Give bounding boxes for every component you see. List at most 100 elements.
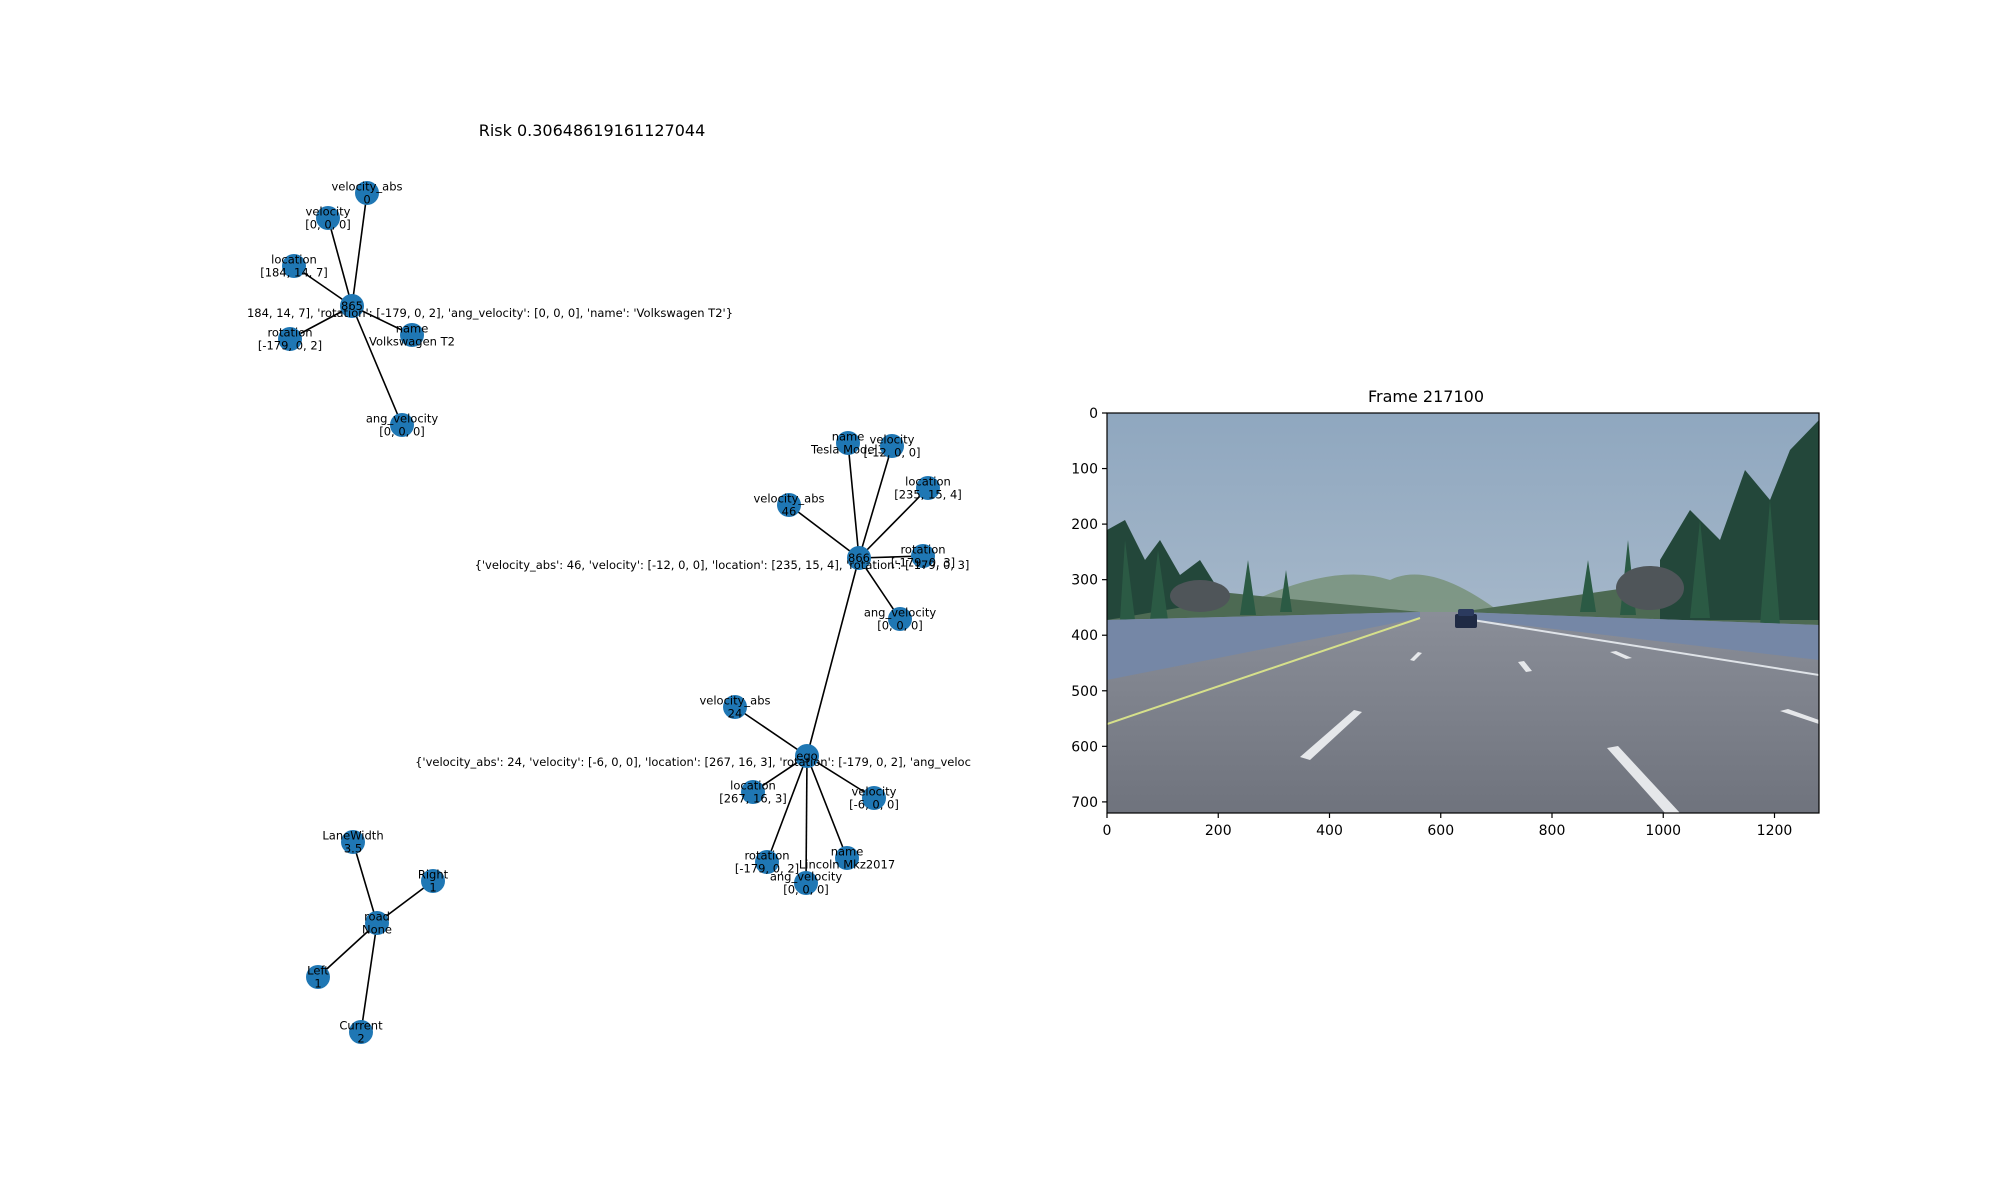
node-lanewidth: LaneWidth 3.5 bbox=[322, 829, 383, 856]
y-tick-label: 400 bbox=[1071, 628, 1098, 644]
node-circle bbox=[390, 413, 414, 437]
node-ego_vel: velocity [-6, 0, 0] bbox=[849, 785, 899, 812]
node-v865_ang: ang_velocity [0, 0, 0] bbox=[366, 412, 439, 439]
node-v866_name: name Tesla Model3 bbox=[810, 430, 885, 457]
frame-image bbox=[1106, 412, 1820, 814]
node-label: name Volkswagen T2 bbox=[369, 322, 455, 349]
frame-x-axis: 0 200 400 600 800 1000 1200 bbox=[1103, 813, 1793, 839]
node-circle bbox=[835, 846, 859, 870]
node-circle bbox=[316, 206, 340, 230]
node-label: location [267, 16, 3] bbox=[719, 779, 787, 806]
x-tick-label: 1200 bbox=[1757, 823, 1793, 839]
node-label: {'velocity_abs': 46, 'velocity': [-12, 0… bbox=[475, 558, 970, 572]
y-tick-label: 500 bbox=[1071, 684, 1098, 700]
edge-v866-v866_vabs bbox=[788, 504, 860, 559]
node-circle bbox=[400, 323, 424, 347]
node-ego: ego bbox=[795, 744, 819, 768]
edge-v865-v865_vabs bbox=[351, 192, 368, 307]
node-label: location [184, 14, 7] bbox=[260, 253, 328, 280]
node-ego_vabs: velocity_abs 24 bbox=[699, 694, 770, 721]
x-tick-label: 400 bbox=[1316, 823, 1343, 839]
y-tick-label: 200 bbox=[1071, 517, 1098, 533]
node-v866_attr: {'velocity_abs': 46, 'velocity': [-12, 0… bbox=[475, 558, 970, 572]
y-tick-label: 300 bbox=[1071, 573, 1098, 589]
node-label: ang_velocity [0, 0, 0] bbox=[366, 412, 439, 439]
node-v865: 865 bbox=[340, 294, 364, 318]
node-ego_attr: {'velocity_abs': 24, 'velocity': [-6, 0,… bbox=[415, 755, 971, 769]
node-label: Left 1 bbox=[307, 964, 329, 991]
node-label: name Lincoln Mkz2017 bbox=[799, 845, 895, 872]
node-v865_name: name Volkswagen T2 bbox=[369, 322, 455, 349]
x-tick-label: 1000 bbox=[1645, 823, 1681, 839]
node-label: 866 bbox=[848, 551, 870, 565]
y-tick-label: 600 bbox=[1071, 739, 1098, 755]
node-circle bbox=[777, 493, 801, 517]
node-label: velocity [-12, 0, 0] bbox=[863, 433, 920, 460]
node-v865_vabs: velocity_abs 0 bbox=[331, 180, 402, 207]
y-tick-label: 700 bbox=[1071, 795, 1098, 811]
node-v866: 866 bbox=[847, 546, 871, 570]
node-label: ang_velocity [0, 0, 0] bbox=[770, 870, 843, 897]
node-label: name Tesla Model3 bbox=[810, 430, 885, 457]
graph-edges bbox=[289, 192, 929, 1033]
node-label: 184, 14, 7], 'rotation': [-179, 0, 2], '… bbox=[247, 306, 733, 320]
node-ego_rot: rotation [-179, 0, 2] bbox=[735, 849, 799, 876]
node-v865_rot: rotation [-179, 0, 2] bbox=[258, 326, 322, 353]
x-tick-label: 600 bbox=[1427, 823, 1454, 839]
node-v866_vabs: velocity_abs 46 bbox=[753, 492, 824, 519]
node-v866_ang: ang_velocity [0, 0, 0] bbox=[864, 606, 937, 633]
frame-y-axis: 0 100 200 300 400 500 600 700 bbox=[1071, 406, 1107, 811]
edge-v866-v866_loc bbox=[858, 487, 929, 559]
edge-v866-v866_ang bbox=[858, 557, 901, 620]
node-ego_ang: ang_velocity [0, 0, 0] bbox=[770, 870, 843, 897]
node-v865_attr: 184, 14, 7], 'rotation': [-179, 0, 2], '… bbox=[247, 306, 733, 320]
node-circle bbox=[795, 744, 819, 768]
node-right: Right 1 bbox=[418, 868, 449, 895]
edge-v865-v865_ang bbox=[351, 305, 403, 426]
node-label: velocity_abs 0 bbox=[331, 180, 402, 207]
node-label: ego bbox=[796, 749, 817, 763]
node-circle bbox=[911, 544, 935, 568]
node-label: LaneWidth 3.5 bbox=[322, 829, 383, 856]
node-ego_loc: location [267, 16, 3] bbox=[719, 779, 787, 806]
y-tick-label: 100 bbox=[1071, 462, 1098, 478]
node-label: rotation [-179, 0, 3] bbox=[891, 543, 955, 570]
node-circle bbox=[306, 965, 330, 989]
node-label: ang_velocity [0, 0, 0] bbox=[864, 606, 937, 633]
edge-ego-ego_vel bbox=[806, 755, 875, 799]
edge-road-current bbox=[360, 922, 378, 1033]
node-circle bbox=[723, 695, 747, 719]
edge-v866-ego bbox=[806, 557, 860, 757]
node-circle bbox=[282, 254, 306, 278]
node-circle bbox=[349, 1020, 373, 1044]
node-label: 865 bbox=[341, 299, 363, 313]
node-label: rotation [-179, 0, 2] bbox=[258, 326, 322, 353]
node-label: {'velocity_abs': 24, 'velocity': [-6, 0,… bbox=[415, 755, 971, 769]
edge-v865-v865_vel bbox=[327, 217, 353, 307]
edge-ego-ego_name bbox=[806, 755, 848, 859]
edge-v866-v866_name bbox=[847, 442, 860, 559]
node-circle bbox=[888, 607, 912, 631]
node-left: Left 1 bbox=[306, 964, 330, 991]
node-label: rotation [-179, 0, 2] bbox=[735, 849, 799, 876]
node-label: velocity [-6, 0, 0] bbox=[849, 785, 899, 812]
frame-title: Frame 217100 bbox=[1368, 387, 1484, 406]
node-circle bbox=[355, 181, 379, 205]
node-label: location [235, 15, 4] bbox=[894, 475, 962, 502]
node-circle bbox=[847, 546, 871, 570]
node-circle bbox=[880, 434, 904, 458]
node-label: road None bbox=[362, 910, 392, 937]
node-v865_loc: location [184, 14, 7] bbox=[260, 253, 328, 280]
node-current: Current 2 bbox=[339, 1019, 383, 1046]
node-circle bbox=[862, 786, 886, 810]
edge-ego-ego_rot bbox=[766, 755, 808, 863]
node-v866_vel: velocity [-12, 0, 0] bbox=[863, 433, 920, 460]
node-v866_loc: location [235, 15, 4] bbox=[894, 475, 962, 502]
edge-road-lanewidth bbox=[352, 841, 378, 924]
node-circle bbox=[340, 294, 364, 318]
node-label: velocity_abs 24 bbox=[699, 694, 770, 721]
node-circle bbox=[341, 830, 365, 854]
node-circle bbox=[755, 850, 779, 874]
